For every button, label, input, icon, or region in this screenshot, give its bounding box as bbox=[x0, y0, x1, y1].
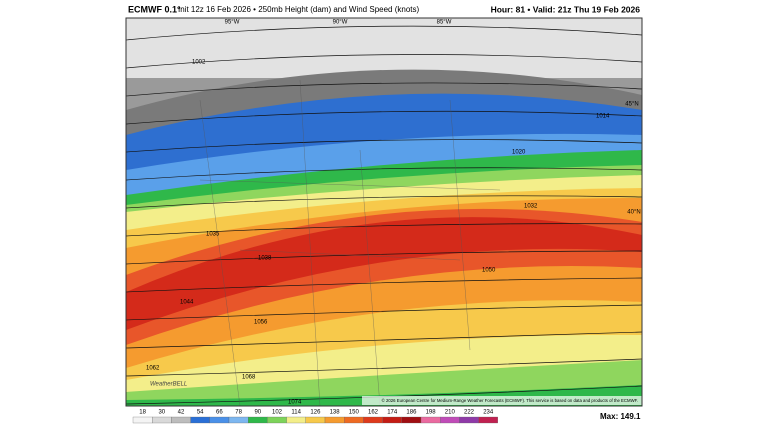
contour-label: 1056 bbox=[254, 320, 268, 326]
map: 1002 1014 1020 1032 1035 1038 1044 1050 1056 1062… bbox=[126, 18, 642, 406]
credit: © 2026 European Centre for Medium-Range … bbox=[382, 398, 638, 403]
height-contour bbox=[126, 277, 642, 293]
colorbar-swatch bbox=[363, 416, 383, 424]
contour-label: 1044 bbox=[180, 300, 194, 306]
colorbar-label: 222 bbox=[464, 410, 475, 416]
colorbar-label: 90 bbox=[254, 410, 261, 416]
colorbar-label: 54 bbox=[197, 410, 204, 416]
coordinate-label: 95°W bbox=[225, 20, 240, 26]
credit-background bbox=[362, 396, 642, 405]
height-contour bbox=[126, 331, 642, 349]
state-border bbox=[199, 99, 241, 406]
colorbar-swatch bbox=[152, 416, 172, 424]
colorbar-label: 138 bbox=[330, 410, 341, 416]
colorbar-swatch bbox=[132, 416, 153, 424]
colorbar-swatch bbox=[478, 416, 498, 424]
colorbar-label: 18 bbox=[139, 410, 146, 416]
state-border bbox=[359, 149, 381, 406]
contour-label: 1002 bbox=[192, 60, 206, 66]
details: Init 12z 16 Feb 2026 • 250mb Height (dam… bbox=[178, 5, 419, 14]
colorbar-label: 126 bbox=[310, 410, 321, 416]
colorbar-swatch bbox=[171, 416, 191, 424]
height-contour bbox=[126, 82, 642, 97]
light-gray-band bbox=[126, 18, 642, 78]
colorbar-label: 186 bbox=[406, 410, 417, 416]
colorbar-label: 150 bbox=[349, 410, 360, 416]
colorbar: 18 30 42 54 66 78 90 102 114 126 138 150 162 174 186 19… bbox=[132, 410, 498, 424]
colorbar-swatch bbox=[248, 416, 268, 424]
height-contour bbox=[126, 25, 642, 41]
height-contour bbox=[126, 167, 642, 181]
map-frame bbox=[125, 17, 643, 407]
contour-label: 1074 bbox=[288, 400, 302, 406]
colorbar-swatch bbox=[459, 416, 479, 424]
coordinate-label: 85°W bbox=[437, 20, 452, 26]
colorbar-swatch bbox=[209, 416, 230, 424]
coordinate-label: 90°W bbox=[333, 20, 348, 26]
colorbar-swatch bbox=[286, 416, 306, 424]
state-border bbox=[239, 249, 461, 261]
model: ECMWF 0.1° bbox=[128, 4, 181, 14]
colorbar-swatch bbox=[190, 416, 210, 424]
contour-label: 1050 bbox=[482, 268, 496, 274]
height-contour bbox=[126, 304, 642, 321]
colorbar-label: 30 bbox=[158, 410, 165, 416]
contour-label: 1032 bbox=[524, 204, 538, 210]
height-contour bbox=[126, 250, 642, 265]
state-border bbox=[449, 99, 471, 351]
contour-label: 1020 bbox=[512, 150, 526, 156]
logo: WeatherBELL bbox=[150, 382, 187, 388]
contour-label: 1038 bbox=[258, 256, 272, 262]
state-border bbox=[299, 79, 321, 406]
colorbar-label: 42 bbox=[178, 410, 185, 416]
colorbar-swatch bbox=[401, 416, 422, 424]
colorbar-swatch bbox=[382, 416, 402, 424]
contour-label: 1035 bbox=[206, 232, 220, 238]
height-contour bbox=[126, 54, 642, 69]
colorbar-label: 66 bbox=[216, 410, 223, 416]
height-contour bbox=[126, 139, 642, 153]
contour-label: 1068 bbox=[242, 375, 256, 381]
valid-time: Hour: 81 • Valid: 21z Thu 19 Feb 2026 bbox=[491, 4, 641, 14]
height-contour bbox=[126, 223, 642, 237]
contour-label: 1014 bbox=[596, 114, 610, 120]
state-border bbox=[199, 179, 501, 191]
colorbar-swatch bbox=[440, 416, 460, 424]
colorbar-swatch bbox=[420, 416, 441, 424]
colorbar-swatch bbox=[344, 416, 364, 424]
colorbar-label: 174 bbox=[387, 410, 398, 416]
height-contour bbox=[126, 110, 642, 125]
colorbar-swatch bbox=[228, 416, 249, 424]
colorbar-label: 234 bbox=[483, 410, 494, 416]
colorbar-label: 162 bbox=[368, 410, 379, 416]
contour-label: 1062 bbox=[146, 366, 160, 372]
colorbar-swatch bbox=[267, 416, 287, 424]
colorbar-label: 78 bbox=[235, 410, 242, 416]
coordinate-label: 40°N bbox=[627, 210, 640, 216]
colorbar-label: 102 bbox=[272, 410, 283, 416]
colorbar-label: 114 bbox=[291, 410, 301, 416]
colorbar-label: 198 bbox=[426, 410, 437, 416]
colorbar-swatch bbox=[324, 416, 345, 424]
max-value: Max: 149.1 bbox=[600, 412, 641, 421]
height-contour bbox=[126, 195, 642, 209]
height-contour bbox=[126, 358, 642, 377]
coordinate-label: 45°N bbox=[625, 102, 638, 108]
colorbar-label: 210 bbox=[445, 410, 456, 416]
colorbar-swatch bbox=[305, 416, 326, 424]
